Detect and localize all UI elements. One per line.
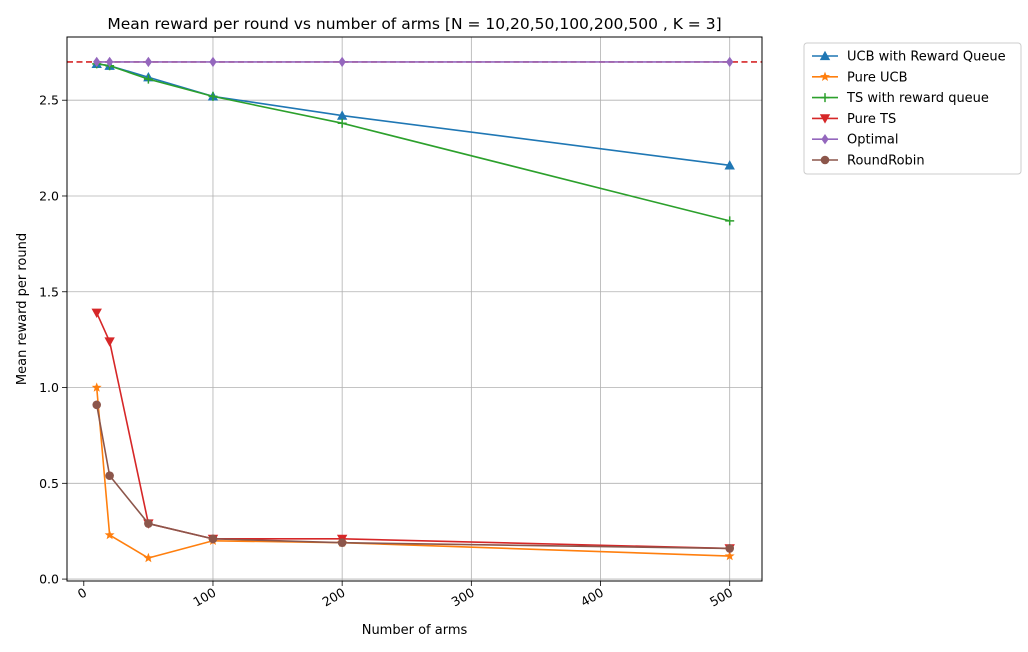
- plus-marker: [820, 93, 830, 103]
- y-axis-label: Mean reward per round: [15, 233, 30, 385]
- y-tick-label: 0.5: [39, 476, 59, 491]
- diamond-marker: [105, 56, 114, 68]
- circle-marker: [144, 519, 153, 528]
- series-line: [95, 404, 730, 550]
- diamond-marker: [821, 134, 829, 145]
- chart-title: Mean reward per round vs number of arms …: [107, 15, 721, 33]
- legend-label: Pure TS: [847, 112, 896, 127]
- legend-item: TS with reward queue: [812, 91, 989, 106]
- y-tick-label: 1.5: [39, 284, 59, 299]
- plus-marker: [143, 74, 153, 84]
- diamond-marker: [209, 56, 217, 68]
- y-axis-ticks: 0.0 0.5 1.0 1.5 2.0 2.5: [39, 93, 67, 587]
- circle-marker: [337, 538, 347, 547]
- series-roundrobin: [92, 400, 735, 553]
- circle-marker: [92, 400, 102, 410]
- diamond-marker: [726, 56, 734, 68]
- circle-marker: [725, 544, 735, 553]
- legend-box: [803, 42, 1022, 175]
- legend-item: Pure TS: [812, 112, 896, 127]
- y-tick-label: 2.0: [39, 188, 59, 203]
- circle-marker: [105, 471, 114, 480]
- legend-item: UCB with Reward Queue: [812, 50, 1006, 65]
- diamond-marker: [93, 56, 101, 68]
- triangle-up-marker: [336, 110, 348, 120]
- legend-item: Optimal: [812, 133, 898, 148]
- triangle-down-marker: [91, 308, 102, 319]
- y-tick-label: 1.0: [39, 380, 59, 395]
- legend-item: Pure UCB: [812, 70, 908, 85]
- y-tick-label: 2.5: [39, 93, 59, 108]
- plot-series: [91, 56, 735, 563]
- star-marker: [91, 382, 102, 392]
- legend-label: RoundRobin: [847, 154, 925, 169]
- plus-marker: [725, 216, 735, 226]
- y-tick-label: 0.0: [39, 572, 59, 587]
- x-axis-label: Number of arms: [362, 623, 468, 638]
- diamond-marker: [144, 56, 153, 68]
- series-line: [95, 387, 730, 559]
- series-optimal: [93, 56, 734, 68]
- plus-marker: [208, 91, 218, 101]
- triangle-up-marker: [724, 160, 735, 170]
- star-marker: [143, 552, 154, 563]
- star-marker: [724, 550, 735, 561]
- star-marker: [104, 529, 115, 540]
- legend-label: UCB with Reward Queue: [847, 50, 1006, 65]
- triangle-down-marker: [104, 337, 115, 347]
- plot-frame: [66, 36, 763, 582]
- legend: UCB with Reward Queue Pure UCB TS with rew…: [803, 42, 1022, 175]
- legend-label: Pure UCB: [847, 70, 908, 85]
- circle-marker: [820, 155, 830, 165]
- legend-label: Optimal: [847, 133, 898, 148]
- plus-marker: [337, 118, 347, 128]
- legend-label: TS with reward queue: [846, 91, 989, 106]
- triangle-down-marker: [819, 114, 831, 124]
- grid-lines: [67, 37, 762, 581]
- diamond-marker: [338, 56, 346, 68]
- legend-item: RoundRobin: [812, 154, 925, 169]
- star-marker: [820, 71, 830, 82]
- circle-marker: [208, 534, 218, 544]
- triangle-up-marker: [819, 50, 831, 61]
